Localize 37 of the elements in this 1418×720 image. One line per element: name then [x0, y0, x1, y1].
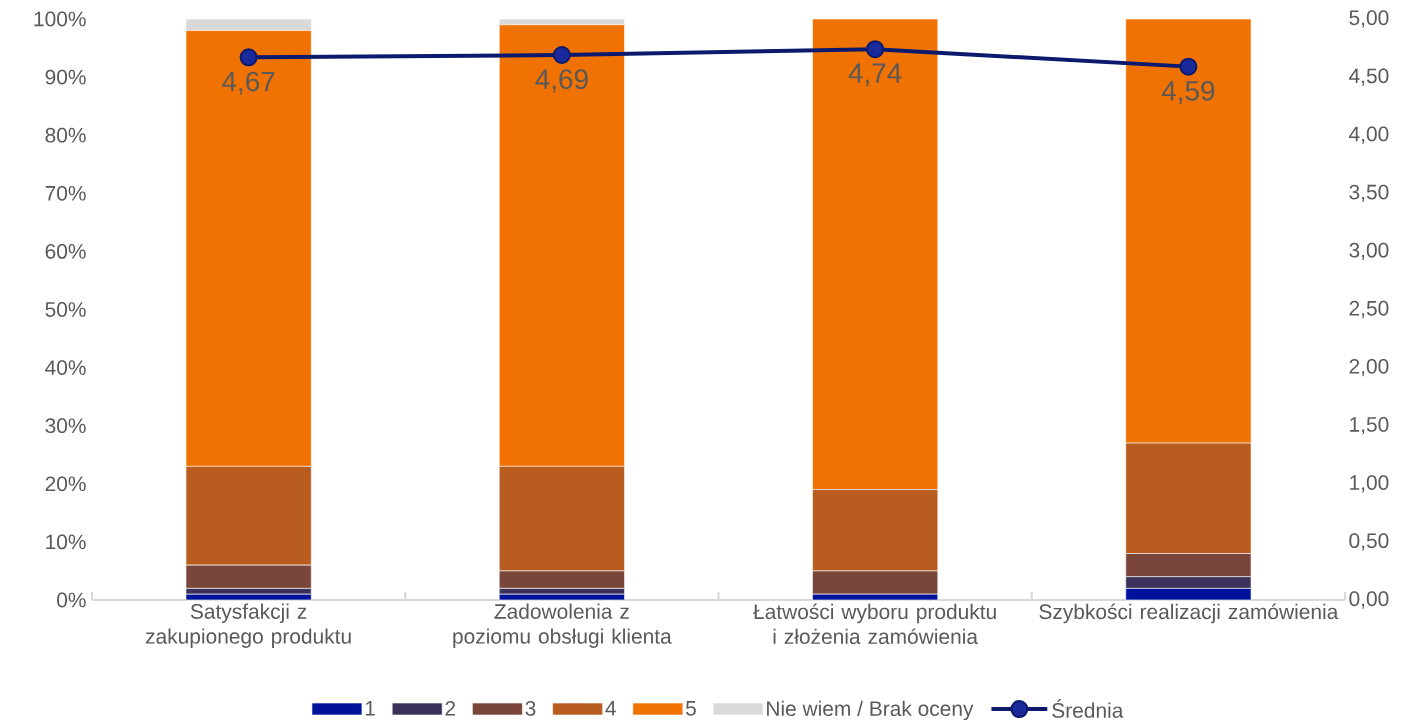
legend-label: 3 [525, 700, 536, 716]
y2-tick-label: 2,50 [1349, 300, 1389, 319]
y-tick-label: 100% [34, 11, 86, 27]
legend-label: 1 [365, 701, 375, 716]
x-tick-label: Satysfakcji z zakupionego produktu [145, 603, 351, 648]
y2-tick-label: 5,00 [1349, 10, 1389, 28]
y2-tick-label: 0,50 [1349, 533, 1389, 551]
y2-tick-label: 1,50 [1350, 417, 1389, 435]
y-tick-label: 70% [45, 185, 86, 201]
y2-tick-label: 1,00 [1350, 475, 1389, 493]
y2-tick-label: 3,00 [1349, 242, 1389, 261]
legend-label: Średnia [1052, 698, 1124, 718]
legend-label: 2 [445, 700, 456, 716]
y2-tick-label: 4,00 [1349, 126, 1389, 144]
x-tick-label: Łatwości wyboru produktu i złożenia zamówienia [753, 603, 996, 645]
data-label: 4,74 [848, 63, 902, 87]
y-tick-label: 50% [45, 302, 86, 317]
data-label: 4,59 [1161, 80, 1215, 104]
legend-label: 4 [605, 701, 616, 716]
y-tick-label: 90% [45, 69, 86, 85]
data-label: 4,69 [535, 69, 588, 93]
y-tick-label: 60% [45, 243, 86, 259]
y-tick-label: 40% [45, 360, 86, 375]
y-tick-label: 0% [57, 592, 86, 608]
y-tick-label: 80% [45, 127, 86, 143]
x-tick-label: Zadowolenia z poziomu obsługi klienta [453, 603, 672, 648]
data-label: 4,67 [222, 71, 275, 95]
x-tick-label: Szybkości realizacji zamówienia [1039, 603, 1339, 624]
y2-tick-label: 4,50 [1349, 68, 1389, 86]
y-tick-label: 20% [45, 476, 86, 492]
y2-tick-label: 3,50 [1349, 184, 1389, 202]
y2-tick-label: 0,00 [1349, 591, 1389, 609]
y2-tick-label: 2,00 [1349, 358, 1389, 377]
y-tick-label: 10% [46, 534, 86, 550]
legend-label: 5 [685, 701, 696, 716]
y-tick-label: 30% [45, 418, 86, 434]
legend-label: Nie wiem / Brak oceny [767, 700, 974, 720]
